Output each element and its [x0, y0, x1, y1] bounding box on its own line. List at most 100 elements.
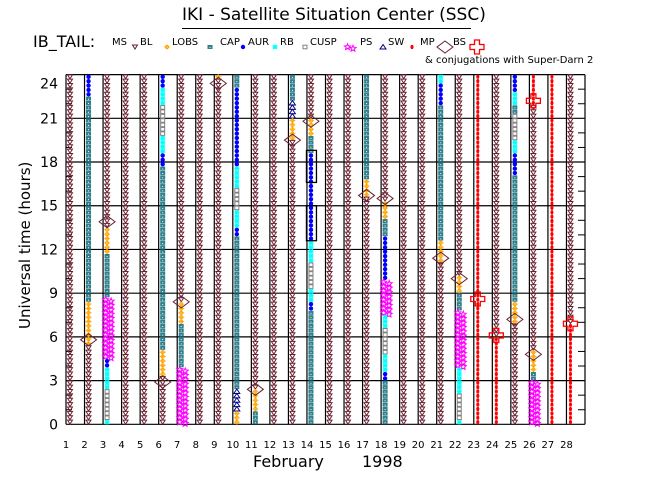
ms-marker	[567, 240, 574, 246]
highlight-box	[305, 205, 318, 242]
aur-marker	[308, 205, 314, 211]
ms-marker	[251, 104, 259, 111]
ms-marker	[529, 227, 537, 233]
ms-marker	[400, 161, 408, 168]
aur-marker	[308, 301, 314, 307]
ms-marker	[196, 174, 204, 181]
ms-marker	[140, 183, 148, 190]
ms-marker	[344, 135, 352, 141]
ms-marker	[455, 183, 463, 190]
ms-marker	[344, 74, 352, 80]
ms-marker	[289, 240, 296, 246]
mp-marker	[550, 415, 554, 420]
cap-marker-dot	[180, 334, 182, 336]
ms-marker	[418, 113, 426, 120]
ms-marker	[529, 122, 537, 128]
ms-marker	[270, 397, 278, 404]
cap-marker-dot	[366, 177, 368, 179]
ms-marker	[529, 166, 537, 172]
mp-marker	[476, 131, 480, 136]
ms-marker	[529, 249, 537, 255]
ms-marker	[455, 83, 463, 89]
ms-marker	[251, 100, 259, 106]
aur-marker	[160, 157, 165, 163]
ms-marker	[289, 410, 296, 417]
aur-marker	[234, 122, 240, 128]
ms-marker	[251, 297, 259, 303]
ms-marker	[66, 122, 74, 128]
ms-marker	[567, 157, 574, 163]
ms-marker	[131, 44, 139, 50]
aur-marker	[86, 87, 91, 93]
ms-marker	[289, 393, 296, 399]
ms-marker	[289, 310, 296, 316]
ms-marker	[270, 205, 278, 211]
ms-marker	[326, 135, 333, 141]
ms-marker	[251, 305, 259, 312]
ms-marker	[455, 113, 463, 120]
ms-marker	[214, 275, 222, 281]
ms-marker	[140, 122, 148, 128]
ms-marker	[400, 345, 408, 351]
ms-marker	[363, 327, 370, 334]
mp-marker	[476, 219, 480, 224]
ms-marker	[270, 310, 278, 316]
ms-marker	[418, 157, 426, 163]
cap-marker-dot	[514, 186, 516, 188]
cap-marker-dot	[236, 295, 238, 297]
ms-marker	[103, 96, 111, 102]
ms-marker	[140, 205, 148, 211]
cap-marker-dot	[88, 264, 90, 266]
rb-marker	[234, 166, 240, 172]
ms-marker	[196, 249, 204, 255]
ms-marker	[326, 87, 333, 93]
ms-marker	[455, 157, 463, 163]
cusp-marker	[456, 406, 462, 412]
ms-marker	[492, 310, 500, 316]
rb-marker	[234, 218, 240, 224]
ms-marker	[437, 336, 445, 343]
mp-marker	[550, 372, 554, 377]
ms-marker	[66, 170, 74, 176]
ms-marker	[326, 231, 333, 238]
ms-marker	[251, 319, 259, 325]
ms-marker	[455, 227, 463, 233]
ms-marker	[492, 148, 500, 155]
ms-marker	[122, 319, 130, 325]
ms-marker	[344, 406, 352, 412]
mp-marker	[550, 420, 554, 425]
ms-marker	[418, 284, 426, 290]
ms-marker	[344, 96, 352, 102]
aur-marker	[512, 78, 518, 84]
cap-marker-dot	[514, 273, 516, 275]
ms-marker	[418, 314, 426, 321]
cap-marker-dot	[88, 181, 90, 183]
ms-marker	[400, 358, 408, 364]
ms-marker	[196, 139, 204, 146]
ms-marker	[214, 183, 222, 190]
conjugation-marker	[562, 316, 579, 332]
ms-marker	[326, 126, 333, 133]
ms-marker	[270, 214, 278, 220]
mp-marker	[550, 267, 554, 272]
ms-marker	[66, 157, 74, 163]
ms-marker	[418, 218, 426, 224]
ms-marker	[567, 275, 574, 281]
ms-marker	[289, 397, 296, 404]
cap-marker-dot	[162, 194, 164, 196]
mp-marker	[568, 341, 572, 346]
cap-marker-dot	[236, 343, 238, 345]
ms-marker	[251, 367, 259, 373]
ms-marker	[455, 179, 463, 185]
cap-marker-dot	[88, 269, 90, 271]
cusp-marker	[104, 415, 110, 421]
ms-marker	[196, 222, 204, 229]
ms-marker	[567, 166, 574, 172]
ms-marker	[177, 166, 185, 172]
ms-marker	[270, 161, 278, 168]
cap-marker-dot	[88, 155, 90, 157]
ms-marker	[455, 87, 463, 93]
ms-marker	[400, 332, 408, 338]
mp-marker	[550, 101, 554, 106]
ms-marker	[122, 174, 130, 181]
